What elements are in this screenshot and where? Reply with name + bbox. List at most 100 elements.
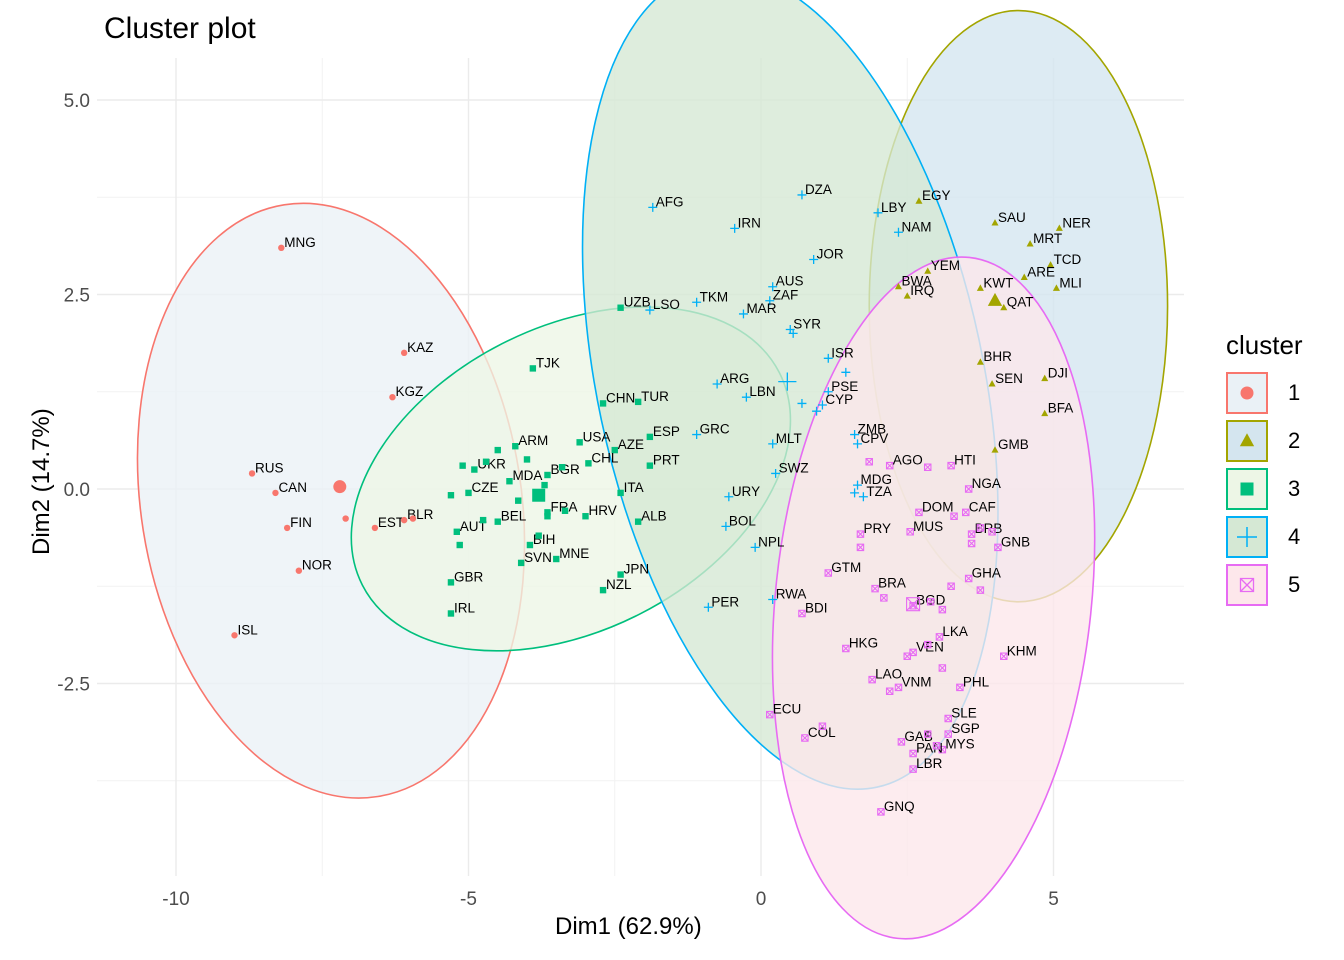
point-label: AUS [776, 274, 804, 289]
cluster-5-point [994, 543, 1002, 552]
point-label: LSO [653, 297, 680, 312]
cluster-3-point [453, 528, 460, 535]
cluster-4-point [771, 468, 781, 478]
cluster-5-point [1000, 652, 1008, 661]
cluster-2-center [987, 292, 1003, 306]
point-label: EST [378, 515, 404, 530]
cluster-3-point [479, 516, 487, 524]
point-label: BFA [1048, 401, 1074, 416]
cluster-4-point [853, 480, 863, 490]
x-tick-label: -10 [162, 889, 189, 910]
legend-item-5: 5 [1226, 561, 1303, 609]
cluster-4-point [858, 492, 868, 502]
point-label: MNG [284, 235, 316, 250]
point-label: TKM [700, 289, 729, 304]
point-label: IRN [738, 215, 761, 230]
point-label: FIN [290, 515, 312, 530]
cluster-5-point [903, 652, 911, 661]
point-label: FRA [550, 499, 577, 514]
cluster-2-point [1000, 303, 1008, 311]
point-label: SYR [793, 317, 821, 332]
x-axis-label: Dim1 (62.9%) [555, 913, 702, 940]
cluster-3-center [532, 488, 546, 502]
cluster-2-point [1052, 284, 1060, 291]
point-label: YEM [931, 258, 960, 273]
point-label: BRA [878, 576, 906, 591]
cluster-4-point [850, 430, 860, 440]
cluster-4-point [768, 439, 778, 449]
point-label: COL [808, 725, 836, 740]
point-label: AZE [618, 437, 644, 452]
cluster-3-point [515, 497, 522, 504]
point-label: AGO [893, 453, 923, 468]
cluster-5-point [824, 569, 833, 577]
cluster-3-point [529, 365, 537, 372]
cluster-1-point [389, 393, 396, 401]
cluster-5-point [923, 463, 932, 471]
point-label: PRT [653, 453, 680, 468]
point-label: SLE [951, 706, 977, 721]
point-label: BOL [729, 513, 757, 528]
cluster-4-point [648, 202, 658, 212]
cluster-2-point [1041, 374, 1049, 382]
cluster-3-point [447, 579, 455, 586]
point-label: LBY [881, 200, 907, 215]
cluster-4-point [812, 406, 822, 416]
point-label: MAR [746, 301, 776, 316]
cluster-1-point [248, 470, 256, 477]
point-label: KHM [1007, 643, 1037, 658]
cluster-3-point [544, 509, 551, 516]
cluster-5-point [923, 640, 932, 649]
cluster-4-point [724, 492, 734, 502]
point-label: AFG [656, 194, 684, 209]
cluster-5-point [950, 512, 958, 520]
cluster-3-point [459, 462, 466, 469]
cluster-3-point [471, 466, 478, 473]
legend-label-5: 5 [1288, 572, 1301, 597]
cluster-2-point [991, 219, 999, 226]
cluster-4-point [823, 353, 833, 363]
cluster-3-point [646, 462, 654, 469]
cluster-2-point [903, 292, 911, 299]
point-label: LBR [916, 756, 943, 771]
cluster-1-point [409, 515, 417, 522]
legend-label-1: 1 [1288, 380, 1301, 405]
cluster-3-point [576, 439, 583, 446]
cluster-2-point [991, 446, 999, 453]
point-label: JOR [817, 246, 844, 261]
point-label: CHN [606, 390, 635, 405]
cluster-5-point [964, 485, 973, 493]
cluster-4-point [823, 387, 833, 397]
point-label: NAM [901, 219, 931, 234]
x-tick-label: 0 [756, 889, 767, 910]
point-label: MUS [913, 519, 943, 534]
cluster-4-point [765, 296, 775, 306]
cluster-3-point [447, 610, 455, 617]
cluster-5-point [856, 530, 865, 538]
cluster-5-point [988, 528, 996, 536]
point-label: ITA [624, 480, 644, 495]
legend-item-2: 2 [1226, 417, 1303, 465]
point-label: LKA [942, 624, 968, 639]
point-label: RWA [776, 586, 807, 601]
point-label: GNB [1001, 534, 1030, 549]
cluster-5-point [856, 543, 865, 552]
point-label: MNE [559, 546, 589, 561]
point-label: MDA [512, 468, 542, 483]
point-label: SAU [998, 210, 1026, 225]
cluster-3-point [523, 456, 531, 463]
y-tick-label: 0.0 [64, 480, 90, 501]
cluster-5-point [909, 765, 917, 773]
point-label: DOM [922, 499, 954, 514]
cluster-3-point [617, 489, 624, 497]
cluster-3-point [494, 446, 501, 454]
point-label: MLT [776, 431, 802, 446]
point-label: PER [711, 594, 739, 609]
y-tick-label: 2.5 [64, 286, 90, 307]
cluster-4-point [703, 602, 713, 612]
cluster-5-center [906, 597, 921, 612]
legend-item-4: 4 [1226, 513, 1303, 561]
cluster-3-point [646, 433, 654, 441]
cluster-3-point [517, 559, 525, 567]
legend-key-3 [1226, 468, 1268, 510]
